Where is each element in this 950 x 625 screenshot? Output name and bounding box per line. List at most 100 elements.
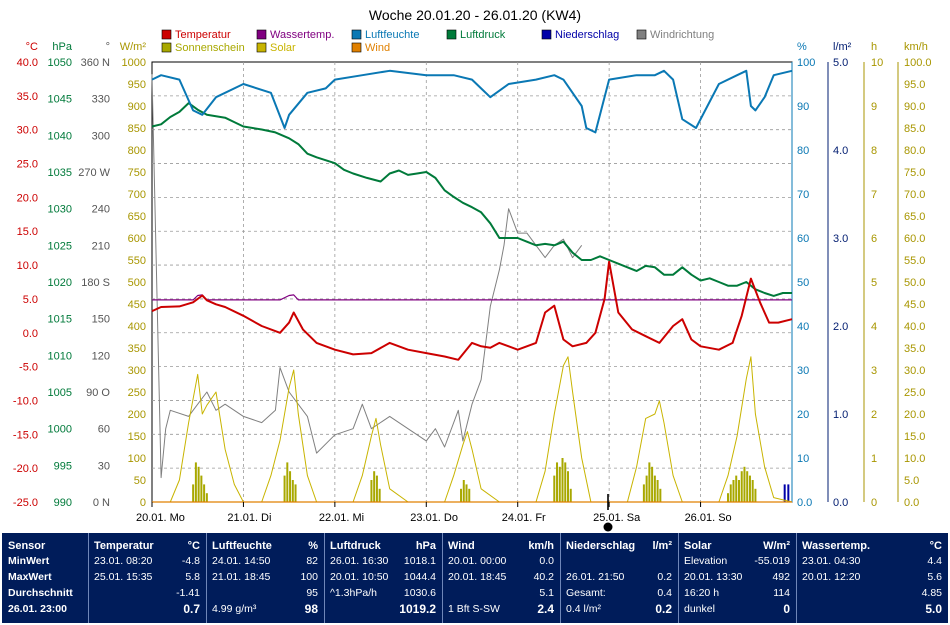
axis-tick-label: 2	[871, 409, 877, 421]
axis-tick-label: 1025	[48, 240, 72, 252]
axis-tick-label: 80	[797, 145, 809, 157]
axis-tick-label: 0	[140, 497, 146, 509]
sunshine-bar	[746, 471, 749, 502]
stats-column-wind: Wind km/h 20.01. 00:00 0.0 20.01. 18:45 40.2 5…	[442, 533, 560, 623]
sunshine-bar	[754, 488, 757, 502]
stats-header-label: Wassertemp.	[802, 540, 871, 552]
stats-separator	[560, 533, 561, 623]
axis-tick-label: 3.0	[833, 233, 848, 245]
axis-tick-label: 40.0	[904, 321, 925, 333]
stats-column-wassertemp: Wassertemp. °C 23.01. 04:30 4.4 20.01. 12:20…	[796, 533, 948, 623]
axis-tick-label: 0.0	[904, 497, 919, 509]
axis-tick-label: 10.0	[904, 453, 925, 465]
axis-tick-label: 1030	[48, 204, 72, 216]
axis-tick-label: 40	[797, 321, 809, 333]
precipitation-bar	[787, 484, 790, 502]
axis-tick-label: 5.0	[23, 294, 38, 306]
sunshine-bar	[727, 493, 729, 502]
legend-swatch	[256, 42, 267, 53]
chart-title: Woche 20.01.20 - 26.01.20 (KW4)	[369, 7, 581, 23]
stats-column-luftfeuchte: Luftfeuchte% 24.01. 14:50 82 21.01. 18:45 10…	[206, 533, 324, 623]
sunshine-bar	[286, 462, 289, 502]
axis-unit-label: hPa	[52, 41, 72, 53]
axis-tick-label: 250	[128, 387, 146, 399]
stats-row: 16:20 h 114	[678, 586, 796, 601]
legend-swatch	[161, 42, 172, 53]
legend-swatch	[351, 29, 362, 40]
axis-tick-label: 70.0	[904, 189, 925, 201]
sunshine-bar	[748, 475, 751, 502]
axis-tick-label: 180 S	[81, 277, 110, 289]
sunshine-bar	[653, 475, 656, 502]
sensor-row-label: 26.01. 23:00	[8, 603, 67, 615]
sunshine-bar	[283, 475, 286, 502]
sensor-header: Sensor	[8, 540, 46, 552]
axis-tick-label: 450	[128, 299, 146, 311]
x-tick-label: 24.01. Fr	[502, 512, 546, 524]
stats-separator	[796, 533, 797, 623]
moon-icon	[603, 522, 613, 532]
axis-unit-label: h	[871, 41, 877, 53]
axis-tick-label: 50.0	[904, 277, 925, 289]
stats-cell-label: Gesamt:	[566, 587, 606, 599]
stats-cell-label: 20.01. 12:20	[802, 571, 861, 583]
sunshine-bar	[558, 466, 561, 502]
sunshine-bar	[659, 488, 662, 502]
x-tick-label: 23.01. Do	[410, 512, 458, 524]
axis-tick-label: 4	[871, 321, 877, 333]
series-line-windrichtung	[151, 74, 583, 479]
stats-row: 20.01. 13:30 492	[678, 570, 796, 585]
stats-row: ^1.3hPa/h 1030.6	[324, 586, 442, 601]
stats-panel: Sensor MinWert MaxWert Durchschnitt 26.0…	[2, 533, 948, 623]
axis-tick-label: 90.0	[904, 101, 925, 113]
sunshine-bar	[564, 462, 567, 502]
axis-tick-label: 210	[92, 240, 110, 252]
axis-tick-label: -20.0	[13, 463, 38, 475]
axis-tick-label: 20.0	[904, 409, 925, 421]
axis-tick-label: 35.0	[17, 91, 38, 103]
axis-tick-label: 30.0	[17, 125, 38, 137]
stats-header-unit: %	[308, 540, 318, 552]
stats-cell-label: ^1.3hPa/h	[330, 587, 377, 599]
axis-tick-label: 240	[92, 204, 110, 216]
x-tick-label: 26.01. So	[685, 512, 732, 524]
sunshine-bar	[192, 484, 195, 502]
axis-tick-label: 1050	[48, 57, 72, 69]
stats-row: 1019.2	[324, 602, 442, 617]
precipitation-bar	[783, 484, 786, 502]
stats-cell-value: 4.85	[921, 587, 942, 599]
axis-tick-label: 150	[92, 314, 110, 326]
axis-tick-label: 6	[871, 233, 877, 245]
axis-tick-label: -10.0	[13, 395, 38, 407]
stats-header-unit: km/h	[528, 540, 554, 552]
axis-tick-label: 120	[92, 350, 110, 362]
stats-cell-label: 0.4 l/m²	[566, 603, 602, 615]
axis-tick-label: 7	[871, 189, 877, 201]
axis-tick-label: 500	[128, 277, 146, 289]
legend-label: Luftdruck	[460, 29, 506, 41]
axis-tick-label: 95.0	[904, 79, 925, 91]
sunshine-bar	[651, 466, 654, 502]
axis-tick-label: 0.0	[833, 497, 848, 509]
stats-cell-label: 20.01. 13:30	[684, 571, 743, 583]
x-tick-label: 21.01. Di	[227, 512, 271, 524]
sensor-row-label: MaxWert	[8, 571, 52, 583]
stats-row: 1 Bft S-SW 2.4	[442, 602, 560, 617]
stats-header-label: Niederschlag	[566, 540, 636, 552]
sunshine-bar	[751, 480, 754, 502]
stats-cell-value: 492	[772, 571, 790, 583]
sunshine-bar	[729, 484, 732, 502]
axis-tick-label: 9	[871, 101, 877, 113]
sunshine-bar	[373, 471, 376, 502]
x-axis: 20.01. Mo 21.01. Di 22.01. Mi 23.01. Do 24.0…	[136, 494, 732, 532]
stats-header: Wind km/h	[442, 539, 560, 554]
sunshine-bar	[735, 475, 738, 502]
legend-label: Wind	[365, 42, 390, 54]
stats-row: 21.01. 18:45 100	[206, 570, 324, 585]
axis-tick-label: 85.0	[904, 123, 925, 135]
axis-unit-label: W/m²	[120, 41, 147, 53]
series-line-luftdruck	[151, 102, 792, 297]
chart-bars	[192, 458, 790, 502]
stats-row: 20.01. 10:50 1044.4	[324, 570, 442, 585]
stats-row: Elevation -55.019	[678, 554, 796, 569]
